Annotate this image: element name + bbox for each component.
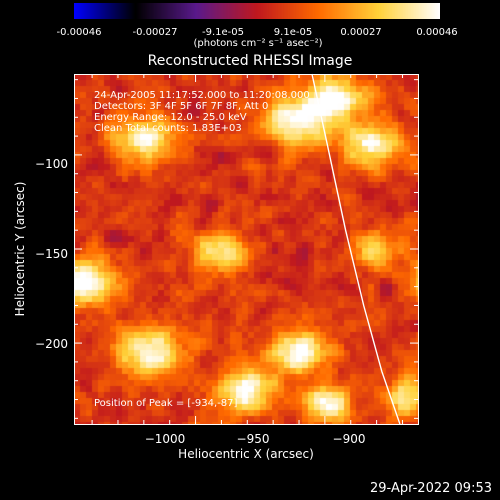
- x-tick-label: −1000: [144, 432, 186, 446]
- info-detectors: Detectors: 3F 4F 5F 6F 7F 8F, Att 0: [94, 101, 269, 112]
- y-axis-label: Heliocentric Y (arcsec): [13, 181, 27, 317]
- info-time-range: 24-Apr-2005 11:17:52.000 to 11:20:08.000: [94, 90, 310, 101]
- peak-position-text: Position of Peak = [-934,-87]: [94, 398, 238, 409]
- heatmap-image: [74, 74, 418, 424]
- colorbar-tick-label: 9.1e-05: [273, 27, 313, 38]
- y-tick-label: −150: [35, 247, 68, 261]
- colorbar-tick-label: -9.1e-05: [202, 27, 244, 38]
- colorbar-units: (photons cm⁻² s⁻¹ asec⁻²): [193, 38, 323, 49]
- x-tick-label: −900: [332, 432, 366, 446]
- info-counts: Clean Total counts: 1.83E+03: [94, 123, 242, 134]
- info-energy-range: Energy Range: 12.0 - 25.0 keV: [94, 112, 247, 123]
- colorbar-tick-label: -0.00027: [132, 27, 178, 38]
- chart-title: Reconstructed RHESSI Image: [147, 53, 353, 69]
- solar-limb-line: [311, 73, 401, 425]
- y-tick-label: −200: [35, 337, 68, 351]
- axis-tick-marks: [74, 74, 418, 424]
- colorbar-tick-label: 0.00046: [416, 27, 458, 38]
- colorbar-tick-label: 0.00027: [340, 27, 382, 38]
- y-tick-label: −100: [35, 157, 68, 171]
- colorbar-tick-label: -0.00046: [56, 27, 102, 38]
- x-axis-label: Heliocentric X (arcsec): [178, 447, 314, 461]
- colorbar: [74, 3, 440, 19]
- x-tick-label: −950: [236, 432, 270, 446]
- footer-timestamp: 29-Apr-2022 09:53: [370, 481, 492, 496]
